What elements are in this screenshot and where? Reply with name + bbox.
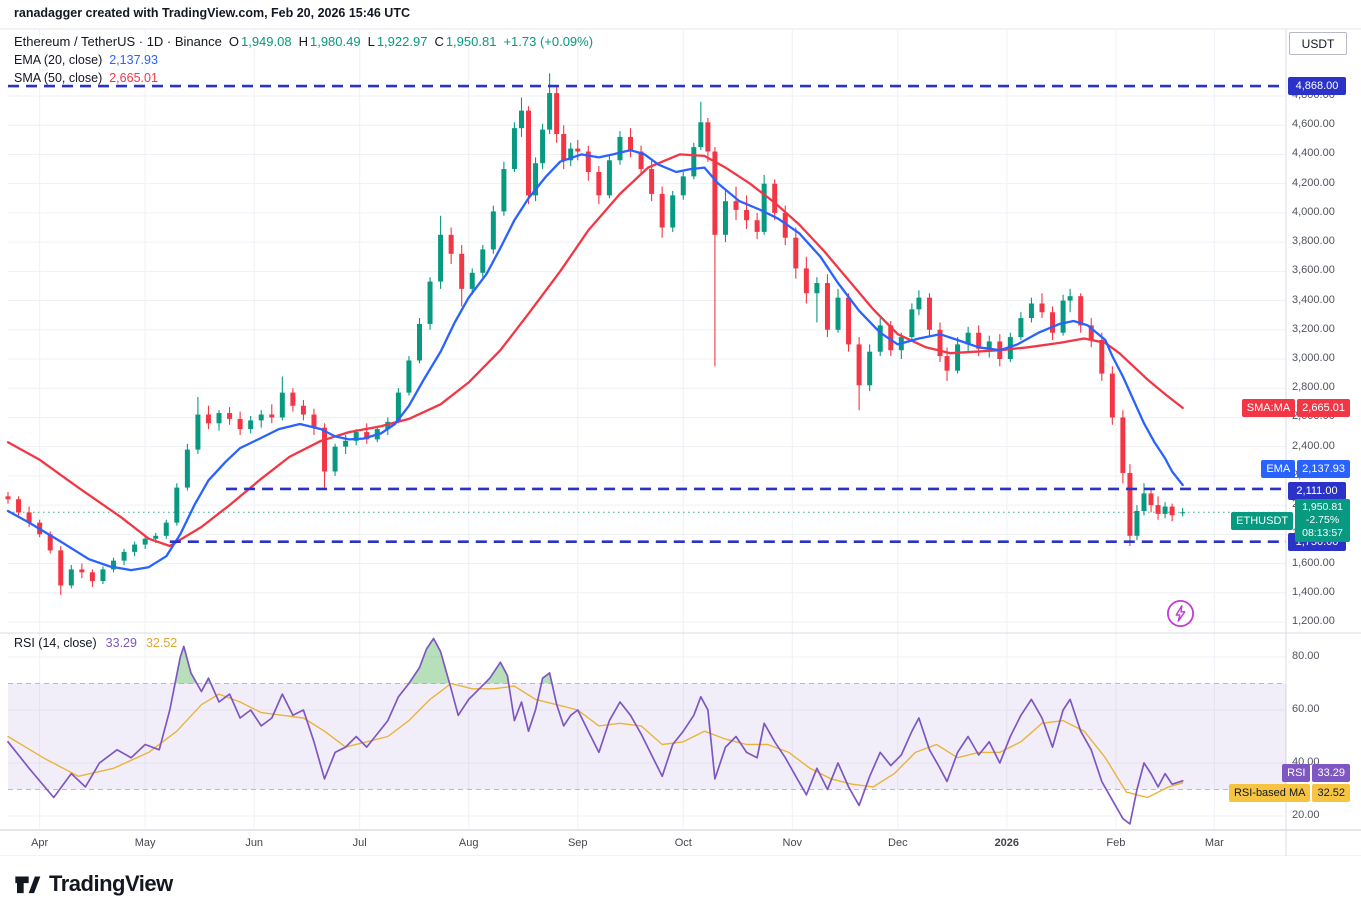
sma-indicator-value: 2,665.01 — [109, 70, 158, 85]
low-group: L 1,922.97 — [368, 34, 428, 49]
open-group: O 1,949.08 — [229, 34, 292, 49]
ema-legend-row[interactable]: EMA (20, close) 2,137.93 — [14, 51, 593, 68]
rsi-pane-legend[interactable]: RSI (14, close) 33.29 32.52 — [14, 636, 177, 650]
flash-icon[interactable] — [1166, 599, 1195, 628]
high-label: H — [298, 34, 308, 49]
low-value: 1,922.97 — [376, 34, 428, 49]
currency-label[interactable]: USDT — [1289, 32, 1347, 55]
price-axis[interactable] — [1287, 29, 1361, 830]
tradingview-logo-icon — [15, 876, 41, 894]
time-axis[interactable] — [0, 831, 1361, 855]
low-label: L — [367, 34, 375, 49]
ema-indicator-value: 2,137.93 — [109, 52, 158, 67]
close-value: 1,950.81 — [445, 34, 497, 49]
rsi-pane[interactable] — [8, 634, 1286, 828]
close-group: C 1,950.81 — [434, 34, 496, 49]
tradingview-logo-text: TradingView — [49, 871, 173, 896]
open-label: O — [228, 34, 239, 49]
tradingview-logo[interactable]: TradingView — [12, 869, 173, 899]
high-value: 1,980.49 — [309, 34, 361, 49]
main-chart-legend[interactable]: Ethereum / TetherUS · 1D · Binance O 1,94… — [14, 33, 593, 87]
main-chart-pane[interactable] — [8, 30, 1286, 632]
footer: TradingView — [0, 856, 1361, 915]
ema-indicator-label[interactable]: EMA (20, close) — [14, 52, 103, 67]
rsi-indicator-label[interactable]: RSI (14, close) — [14, 636, 97, 650]
sma-indicator-label[interactable]: SMA (50, close) — [14, 70, 103, 85]
attribution-text: ranadagger created with TradingView.com,… — [14, 6, 410, 20]
rsi-indicator-value: 33.29 — [105, 636, 137, 650]
open-value: 1,949.08 — [240, 34, 292, 49]
chart-canvas — [0, 28, 1361, 857]
symbol-legend-row[interactable]: Ethereum / TetherUS · 1D · Binance O 1,94… — [14, 33, 593, 50]
change-value: +1.73 (+0.09%) — [503, 34, 594, 49]
rsi-ma-indicator-value: 32.52 — [145, 636, 178, 650]
sma-legend-row[interactable]: SMA (50, close) 2,665.01 — [14, 69, 593, 86]
symbol-title[interactable]: Ethereum / TetherUS · 1D · Binance — [14, 34, 222, 49]
close-label: C — [434, 34, 444, 49]
high-group: H 1,980.49 — [299, 34, 361, 49]
